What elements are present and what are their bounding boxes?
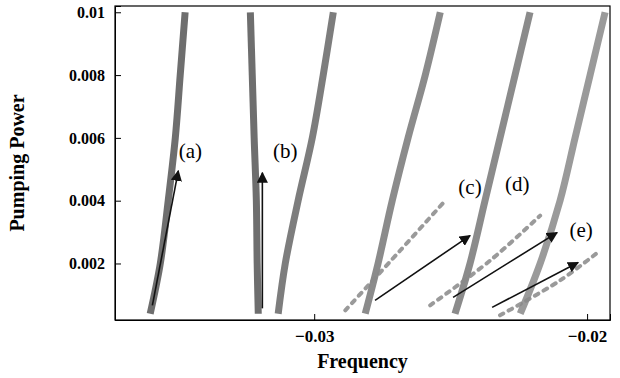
y-tick: 0.006 (69, 130, 121, 147)
plot-frame (115, 6, 610, 320)
y-tick-mark (115, 263, 121, 264)
y-tick: 0.002 (69, 255, 121, 272)
dotted-curve (345, 201, 445, 311)
annotation-arrow (492, 262, 578, 307)
x-axis-title: Frequency (317, 350, 408, 373)
y-tick-label: 0.004 (69, 192, 105, 209)
annotation-arrow (453, 233, 557, 298)
series-group (150, 12, 605, 315)
dark-curve (520, 12, 605, 313)
dark-curve (250, 12, 258, 313)
y-tick-mark (115, 75, 121, 76)
x-tick-label: −0.03 (295, 327, 334, 346)
annotation-label: (d) (505, 172, 530, 196)
annotation-arrow (152, 171, 178, 306)
annotation-label: (b) (273, 139, 298, 163)
y-axis-title: Pumping Power (6, 94, 29, 231)
annotation-label: (c) (458, 175, 481, 199)
annotation-label: (a) (179, 139, 202, 163)
x-tick: −0.02 (568, 314, 607, 346)
y-tick: 0.004 (69, 192, 121, 209)
dotted-curve (500, 251, 600, 316)
dark-curve (150, 12, 185, 313)
x-tick-label: −0.02 (568, 327, 607, 346)
x-tick-mark (587, 314, 588, 320)
y-tick-mark (115, 138, 121, 139)
chart: −0.03 −0.02 0.002 0.004 0.006 0.008 0.01 (a) (b)… (0, 0, 620, 378)
x-axis-line (116, 314, 611, 321)
dark-curve (365, 12, 440, 313)
annotation-arrow (375, 236, 470, 301)
y-tick-label: 0.01 (77, 4, 105, 21)
y-tick: 0.008 (69, 67, 121, 84)
annotation-label: (e) (569, 218, 592, 242)
x-axis: −0.03 −0.02 (116, 314, 611, 346)
y-tick-mark (115, 201, 121, 202)
x-tick-mark (314, 314, 315, 320)
dotted-curve (430, 216, 540, 306)
annotations: (a) (b) (c) (d) (e) (152, 139, 592, 309)
y-axis: 0.002 0.004 0.006 0.008 0.01 (69, 4, 121, 321)
y-tick-label: 0.006 (69, 130, 105, 147)
annotation-arrow (262, 173, 264, 309)
y-tick-label: 0.008 (69, 67, 105, 84)
y-tick: 0.01 (77, 4, 121, 21)
dark-curve (455, 12, 530, 313)
plot: −0.03 −0.02 0.002 0.004 0.006 0.008 0.01 (a) (b)… (69, 4, 611, 346)
x-tick: −0.03 (295, 314, 334, 346)
y-tick-mark (115, 12, 121, 13)
y-axis-line (116, 7, 122, 321)
y-tick-label: 0.002 (69, 255, 105, 272)
dark-curve (278, 12, 333, 313)
